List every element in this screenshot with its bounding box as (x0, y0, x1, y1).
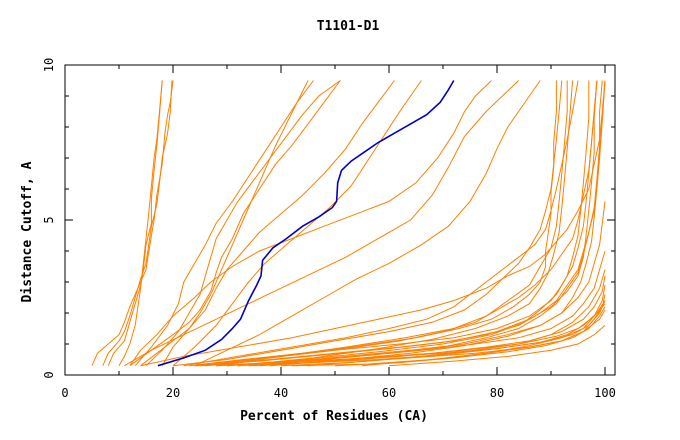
series-line-2 (102, 80, 173, 366)
series-line-35 (291, 294, 606, 367)
y-axis-label: Distance Cutoff, A (20, 161, 35, 302)
x-axis-label: Percent of Residues (CA) (240, 409, 428, 424)
series-line-26 (199, 80, 598, 367)
series-line-33 (237, 80, 574, 367)
series-line-10 (172, 80, 422, 367)
series-line-15 (172, 80, 563, 367)
series-line-5 (129, 80, 341, 367)
series-layer (91, 80, 606, 367)
x-tick-label: 0 (61, 386, 68, 400)
y-tick-label: 10 (42, 58, 56, 72)
series-line-3 (107, 80, 163, 366)
series-line-13 (194, 80, 541, 367)
x-tick-label: 20 (166, 386, 180, 400)
x-tick-label: 60 (382, 386, 396, 400)
series-line-18 (194, 80, 606, 367)
series-line-14 (140, 80, 606, 367)
series-line-28 (216, 80, 568, 367)
series-line-16 (183, 80, 579, 367)
series-line-36 (388, 325, 606, 367)
series-line-34 (189, 80, 557, 367)
chart-title: T1101-D1 (317, 19, 380, 34)
series-line-7 (145, 80, 341, 367)
series-line-8 (134, 80, 314, 367)
series-line-29 (253, 80, 603, 367)
x-tick-label: 100 (594, 386, 616, 400)
highlight-layer (157, 80, 455, 367)
series-line-17 (194, 80, 598, 367)
series-line-1 (91, 80, 174, 366)
y-tick-label: 5 (42, 216, 56, 223)
highlight-series-line (157, 80, 455, 367)
series-line-19 (205, 80, 598, 367)
series-line-9 (161, 80, 395, 366)
y-tick-label: 0 (42, 371, 56, 378)
series-line-30 (307, 269, 606, 367)
ticks-layer: 0 20 40 60 80 100 0 5 10 (42, 58, 616, 400)
series-line-32 (270, 80, 606, 367)
series-line-11 (129, 80, 492, 366)
series-line-12 (124, 80, 519, 367)
series-line-27 (226, 80, 590, 367)
x-tick-label: 40 (274, 386, 288, 400)
x-tick-label: 80 (490, 386, 504, 400)
series-line-38 (194, 300, 606, 367)
series-line-4 (118, 80, 163, 366)
series-line-37 (361, 285, 606, 367)
